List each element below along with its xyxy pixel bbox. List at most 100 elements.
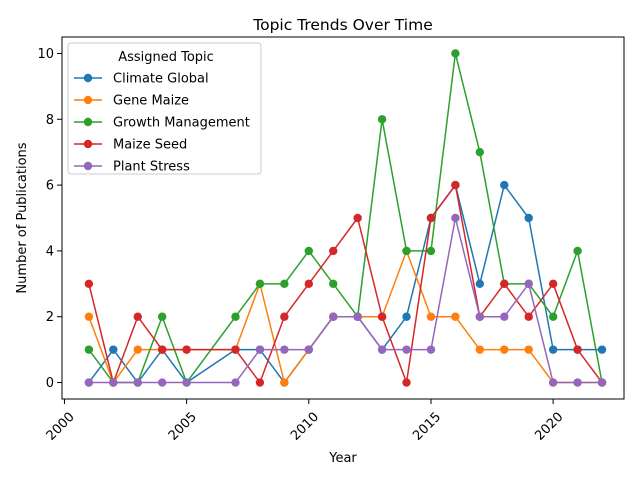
- y-tick-label: 10: [37, 47, 54, 62]
- legend-title: Assigned Topic: [118, 50, 214, 65]
- y-axis: 0 2 4 6 8 10: [37, 47, 62, 391]
- data-point: [109, 345, 118, 354]
- data-point: [182, 378, 191, 387]
- data-point: [304, 345, 313, 354]
- y-axis-label: Number of Publications: [15, 142, 30, 293]
- plot-area: [84, 49, 607, 387]
- data-point: [500, 345, 509, 354]
- x-tick-label: 2000: [44, 410, 78, 444]
- data-point: [475, 345, 485, 354]
- data-point: [133, 345, 142, 354]
- legend-marker: [83, 95, 93, 105]
- data-point: [157, 378, 167, 387]
- data-point: [524, 213, 533, 223]
- x-tick-label: 2015: [410, 410, 444, 444]
- data-point: [231, 378, 240, 387]
- data-point: [548, 378, 558, 387]
- series-group: [84, 213, 607, 387]
- data-point: [377, 115, 387, 124]
- y-tick-label: 2: [46, 310, 54, 325]
- legend-box: [67, 42, 262, 175]
- chart-title: Topic Trends Over Time: [252, 16, 432, 34]
- data-point: [280, 378, 289, 387]
- data-point: [304, 279, 313, 289]
- y-tick-label: 4: [46, 244, 54, 259]
- data-point: [451, 312, 460, 321]
- data-point: [329, 279, 338, 289]
- legend-marker: [83, 117, 93, 127]
- data-point: [573, 378, 582, 387]
- data-point: [84, 312, 94, 321]
- data-point: [475, 147, 485, 157]
- data-point: [573, 345, 582, 354]
- legend-label: Climate Global: [113, 72, 209, 87]
- data-point: [500, 279, 509, 289]
- legend-marker: [83, 73, 93, 83]
- data-point: [255, 345, 265, 354]
- data-point: [231, 312, 240, 321]
- y-tick-label: 8: [46, 113, 54, 128]
- data-point: [157, 345, 167, 354]
- legend: Assigned Topic Climate Global Gene Maize G…: [67, 42, 262, 175]
- data-point: [426, 312, 436, 321]
- data-point: [426, 246, 436, 256]
- data-point: [573, 246, 582, 256]
- legend-marker: [83, 161, 93, 171]
- x-tick-label: 2005: [166, 410, 200, 444]
- data-point: [377, 345, 387, 354]
- x-tick-label: 2020: [532, 410, 566, 444]
- data-point: [377, 312, 387, 321]
- data-point: [255, 378, 265, 387]
- data-point: [133, 378, 142, 387]
- y-tick-label: 0: [46, 376, 54, 391]
- legend-marker: [83, 139, 93, 149]
- data-point: [475, 312, 485, 321]
- plot-frame: [61, 36, 625, 400]
- x-axis: 2000 2005 2010 2015 2020: [44, 399, 566, 444]
- data-point: [353, 213, 362, 223]
- data-point: [280, 312, 289, 321]
- data-point: [84, 378, 94, 387]
- data-point: [255, 279, 265, 289]
- data-point: [500, 180, 509, 190]
- data-point: [451, 180, 460, 190]
- data-point: [304, 246, 313, 256]
- data-point: [402, 345, 411, 354]
- data-point: [280, 345, 289, 354]
- data-point: [231, 345, 240, 354]
- data-point: [280, 279, 289, 289]
- legend-label: Gene Maize: [113, 94, 189, 109]
- data-point: [451, 49, 460, 58]
- data-point: [524, 279, 533, 289]
- data-point: [451, 213, 460, 223]
- data-point: [182, 345, 191, 354]
- data-point: [353, 312, 362, 321]
- x-axis-label: Year: [328, 451, 357, 466]
- legend-label: Growth Management: [113, 116, 250, 131]
- data-point: [426, 213, 436, 223]
- data-point: [426, 345, 436, 354]
- legend-label: Plant Stress: [113, 160, 190, 175]
- data-point: [548, 279, 558, 289]
- data-point: [109, 378, 118, 387]
- data-point: [597, 378, 607, 387]
- data-point: [402, 378, 411, 387]
- data-point: [500, 312, 509, 321]
- data-point: [84, 345, 94, 354]
- data-point: [597, 345, 607, 354]
- data-point: [548, 345, 558, 354]
- legend-label: Maize Seed: [113, 138, 187, 153]
- data-point: [133, 312, 142, 321]
- data-point: [329, 246, 338, 256]
- data-point: [524, 345, 533, 354]
- data-point: [157, 312, 167, 321]
- y-tick-label: 6: [46, 179, 54, 194]
- x-tick-label: 2010: [288, 410, 322, 444]
- data-point: [402, 312, 411, 321]
- data-point: [329, 312, 338, 321]
- data-point: [475, 279, 485, 289]
- data-point: [84, 279, 94, 289]
- data-point: [524, 312, 533, 321]
- data-point: [402, 246, 411, 256]
